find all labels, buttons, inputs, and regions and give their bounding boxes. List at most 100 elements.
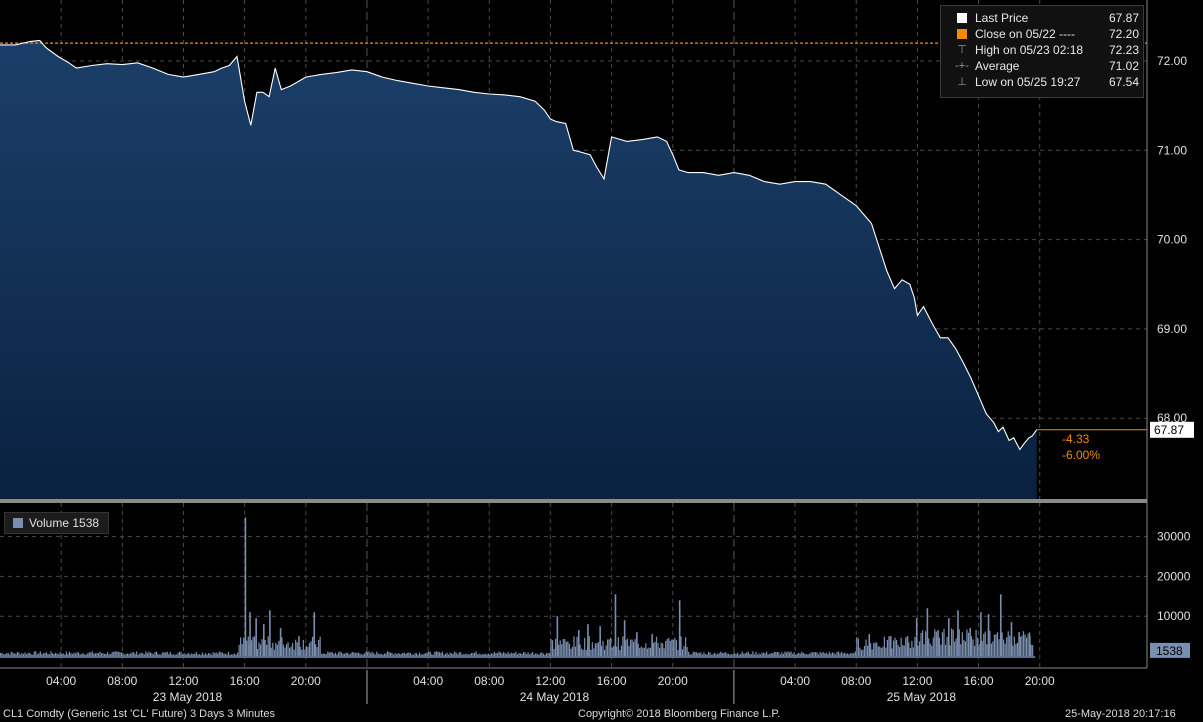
volume-bar (608, 639, 610, 656)
volume-bar (470, 653, 473, 656)
volume-bar (688, 651, 690, 656)
volume-bar (966, 629, 968, 656)
x-tick-label: 04:00 (46, 674, 76, 688)
volume-bar (140, 652, 142, 656)
volume-bar (107, 652, 109, 656)
volume-bar (278, 640, 280, 656)
volume-bar (110, 653, 112, 656)
volume-bar (103, 653, 106, 656)
volume-bar (591, 642, 593, 656)
volume-bar (504, 653, 506, 656)
volume-bar (883, 636, 885, 656)
volume-bar (824, 653, 826, 656)
volume-bar (967, 632, 970, 656)
volume-bar (663, 648, 665, 656)
volume-bar (735, 653, 737, 656)
volume-spike-bar (957, 610, 959, 656)
volume-bar (472, 652, 474, 656)
volume-bar (743, 653, 745, 656)
volume-bar (781, 652, 783, 656)
volume-bar (415, 653, 418, 656)
volume-bar (88, 652, 90, 656)
volume-bar (784, 651, 786, 656)
volume-bar (230, 654, 233, 656)
volume-bar (672, 639, 674, 656)
volume-bar (236, 652, 239, 656)
volume-bar (658, 647, 661, 656)
volume-bar (736, 652, 739, 656)
volume-bar (750, 654, 752, 656)
volume-bar (960, 644, 962, 656)
volume-bar (512, 653, 514, 656)
volume-bar (16, 652, 19, 656)
volume-tick-label: 30000 (1157, 530, 1191, 544)
volume-bar (611, 647, 613, 656)
volume-bar (541, 652, 543, 656)
volume-bar (746, 652, 748, 656)
volume-bar (137, 654, 139, 656)
volume-bar (697, 653, 699, 656)
volume-bar (376, 651, 378, 656)
volume-bar (377, 653, 379, 656)
volume-bar (914, 636, 916, 656)
volume-bar (166, 651, 168, 656)
volume-bar (475, 651, 477, 656)
volume-bar (579, 644, 581, 656)
volume-bar (723, 652, 725, 656)
axes: 04:00 08:00 12:00 16:00 20:00 04:00 08:00 12:00… (0, 0, 1194, 704)
volume-bar (1003, 639, 1005, 656)
volume-bar (207, 653, 210, 656)
volume-bar (844, 652, 846, 656)
volume-bar (830, 653, 832, 656)
volume-bar (328, 652, 330, 656)
volume-bar (108, 654, 110, 656)
volume-bar (990, 643, 992, 656)
volume-bar (506, 653, 508, 656)
volume-spike-bar (987, 614, 990, 656)
volume-bar (51, 653, 54, 656)
volume-bar (171, 654, 173, 656)
x-tick-label: 12:00 (902, 674, 932, 688)
volume-bar (250, 640, 252, 656)
volume-bar (882, 647, 884, 656)
volume-bar (558, 644, 560, 656)
volume-bar (221, 652, 223, 656)
footer-timestamp: 25-May-2018 20:17:16 (1065, 708, 1176, 720)
volume-bar (302, 639, 304, 656)
volume-bar (759, 654, 762, 656)
volume-bar (233, 653, 236, 656)
volume-bar (683, 646, 685, 656)
volume-bar (873, 643, 875, 656)
volume-bar (810, 652, 812, 656)
last-price-tag (1150, 421, 1194, 438)
volume-bar (860, 649, 863, 656)
volume-bar (533, 654, 535, 656)
volume-bar (363, 653, 366, 656)
volume-spike-bar (1029, 636, 1031, 656)
volume-bar (155, 651, 158, 656)
volume-bar (258, 642, 260, 656)
volume-bar (903, 645, 905, 656)
volume-bar (496, 652, 499, 656)
volume-bar (67, 653, 69, 656)
volume-bar (284, 647, 286, 656)
volume-bar (1024, 634, 1026, 656)
volume-bar (582, 649, 584, 656)
volume-spike-bar (980, 612, 982, 656)
volume-bar (224, 653, 226, 656)
volume-bar (519, 653, 522, 656)
volume-bar (457, 654, 459, 656)
volume-bar (524, 652, 526, 656)
volume-bar (995, 634, 997, 656)
volume-bar (544, 654, 546, 656)
volume-bar (342, 653, 344, 656)
volume-bar (827, 654, 829, 656)
volume-bar (495, 653, 497, 656)
volume-spike-bar (587, 624, 589, 656)
volume-bar (1019, 636, 1022, 656)
volume-bar (964, 641, 966, 656)
volume-bar (847, 653, 849, 656)
y-tick-label: 71.00 (1157, 143, 1187, 157)
volume-bar (740, 653, 742, 656)
volume-bar (204, 653, 207, 656)
